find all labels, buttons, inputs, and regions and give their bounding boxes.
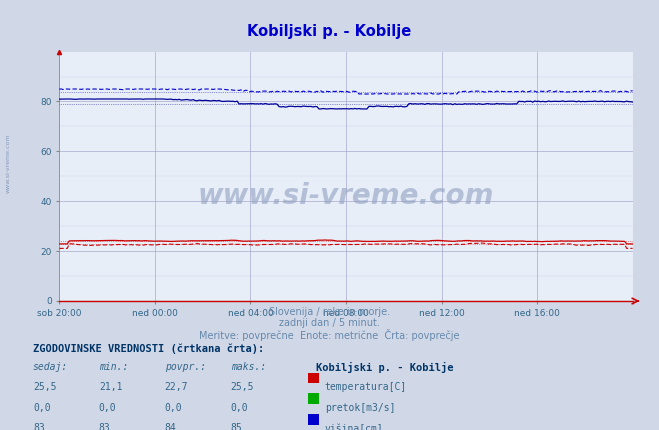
Text: povpr.:: povpr.: (165, 362, 206, 372)
Text: 0,0: 0,0 (99, 403, 117, 413)
Text: 21,1: 21,1 (99, 382, 123, 392)
Text: maks.:: maks.: (231, 362, 266, 372)
Text: 22,7: 22,7 (165, 382, 188, 392)
Text: 25,5: 25,5 (33, 382, 57, 392)
Text: 0,0: 0,0 (231, 403, 248, 413)
Text: 25,5: 25,5 (231, 382, 254, 392)
Text: www.si-vreme.com: www.si-vreme.com (5, 134, 11, 193)
Text: ZGODOVINSKE VREDNOSTI (črtkana črta):: ZGODOVINSKE VREDNOSTI (črtkana črta): (33, 344, 264, 354)
Text: pretok[m3/s]: pretok[m3/s] (325, 403, 395, 413)
Text: zadnji dan / 5 minut.: zadnji dan / 5 minut. (279, 318, 380, 328)
Text: min.:: min.: (99, 362, 129, 372)
Text: Kobiljski p. - Kobilje: Kobiljski p. - Kobilje (316, 362, 454, 372)
Text: www.si-vreme.com: www.si-vreme.com (198, 182, 494, 210)
Text: višina[cm]: višina[cm] (325, 424, 384, 430)
Text: 85: 85 (231, 424, 243, 430)
Text: 84: 84 (165, 424, 177, 430)
Text: temperatura[C]: temperatura[C] (325, 382, 407, 392)
Text: 0,0: 0,0 (165, 403, 183, 413)
Text: sedaj:: sedaj: (33, 362, 68, 372)
Text: 83: 83 (99, 424, 111, 430)
Text: 83: 83 (33, 424, 45, 430)
Text: Meritve: povprečne  Enote: metrične  Črta: povprečje: Meritve: povprečne Enote: metrične Črta:… (199, 329, 460, 341)
Text: Kobiljski p. - Kobilje: Kobiljski p. - Kobilje (247, 24, 412, 39)
Text: Slovenija / reke in morje.: Slovenija / reke in morje. (269, 307, 390, 317)
Text: 0,0: 0,0 (33, 403, 51, 413)
